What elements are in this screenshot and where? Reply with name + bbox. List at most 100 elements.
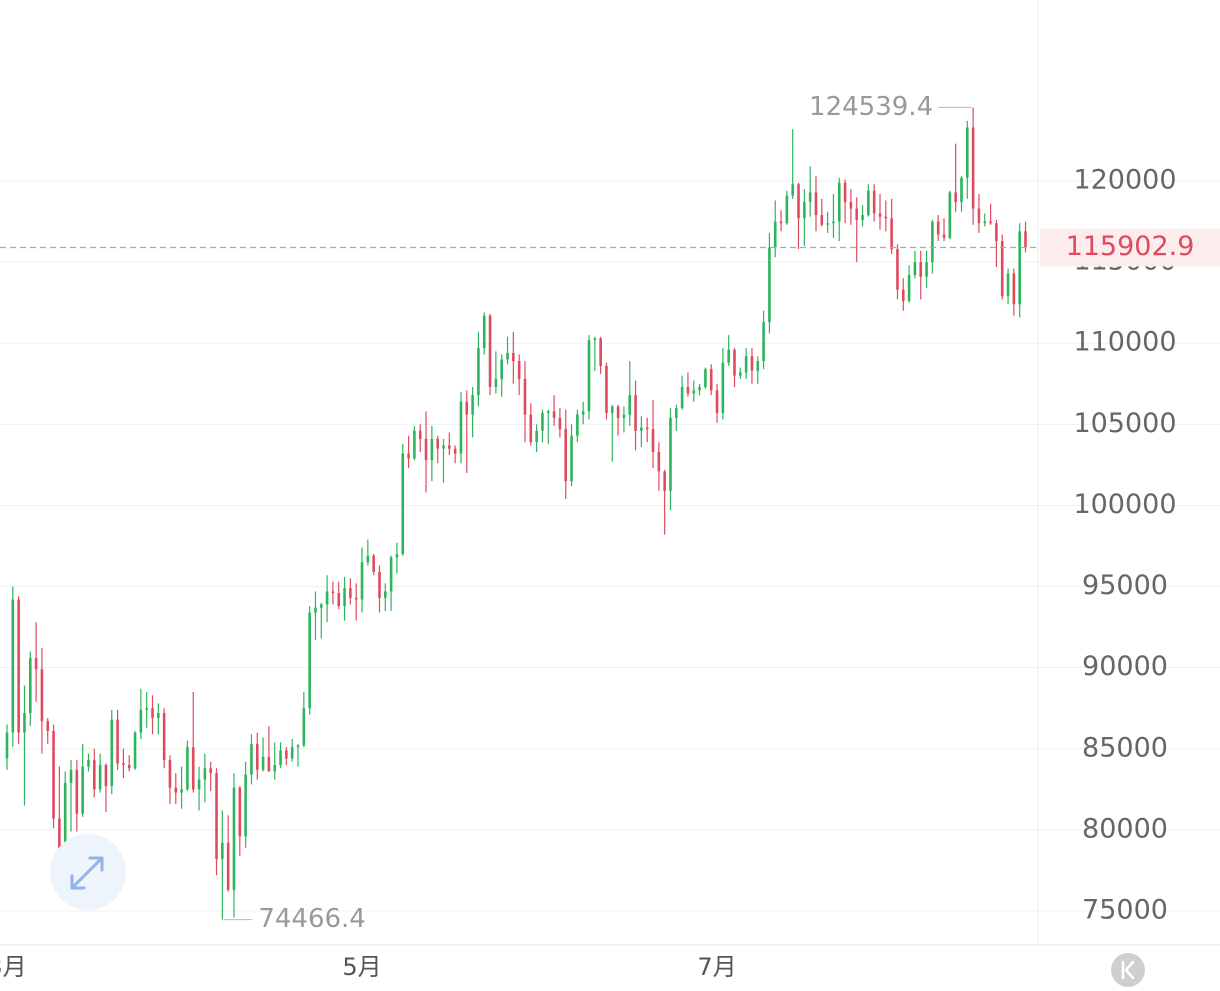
candle-body bbox=[791, 184, 794, 196]
candle-body bbox=[727, 349, 730, 363]
scroll-latest-button[interactable] bbox=[1111, 953, 1145, 987]
y-tick-label: 120000 bbox=[1073, 165, 1176, 196]
candle-body bbox=[808, 192, 812, 203]
candle-body bbox=[570, 435, 573, 482]
scroll-latest-bg[interactable] bbox=[1111, 953, 1145, 987]
y-tick-label: 110000 bbox=[1073, 327, 1176, 358]
candle-body bbox=[686, 387, 690, 394]
x-tick-label: 3月 bbox=[0, 953, 27, 981]
candle-body bbox=[983, 221, 987, 224]
candle-body bbox=[290, 747, 294, 759]
candle-body bbox=[907, 275, 911, 302]
candle-body bbox=[174, 787, 178, 793]
candle-body bbox=[593, 338, 597, 340]
candle-body bbox=[255, 743, 259, 770]
candle-body bbox=[139, 709, 143, 733]
candle-body bbox=[826, 223, 829, 225]
candle-body bbox=[349, 588, 352, 598]
candle-body bbox=[948, 192, 952, 238]
x-tick-label: 7月 bbox=[697, 953, 736, 981]
candle-body bbox=[360, 562, 364, 600]
candle-body bbox=[855, 208, 859, 220]
candle-body bbox=[250, 743, 253, 775]
candle-body bbox=[477, 348, 480, 396]
candle-body bbox=[343, 588, 346, 607]
candle-body bbox=[116, 719, 119, 764]
candle-body bbox=[692, 390, 696, 394]
candle-body bbox=[832, 221, 835, 224]
candle-body bbox=[122, 763, 125, 765]
candle-body bbox=[867, 190, 870, 216]
candle-body bbox=[279, 750, 282, 765]
candle-body bbox=[523, 378, 527, 415]
candle-body bbox=[890, 218, 893, 250]
scroll-latest-icon bbox=[1121, 960, 1135, 980]
candle-body bbox=[384, 591, 387, 598]
candle-body bbox=[971, 127, 975, 209]
candle-body bbox=[564, 429, 568, 482]
candle-body bbox=[191, 747, 195, 790]
candle-body bbox=[215, 773, 218, 860]
candle-body bbox=[709, 369, 713, 391]
candle-body bbox=[395, 554, 399, 558]
candle-body bbox=[733, 349, 736, 376]
candle-body bbox=[1012, 273, 1016, 305]
candle-body bbox=[63, 782, 67, 855]
grid bbox=[0, 180, 1220, 912]
candle-body bbox=[127, 765, 131, 769]
candle-body bbox=[17, 599, 20, 733]
candle-body bbox=[378, 571, 381, 598]
last-price-tag bbox=[1040, 228, 1220, 267]
candle-body bbox=[442, 445, 445, 449]
candle-body bbox=[296, 745, 300, 748]
candle-body bbox=[46, 721, 50, 731]
candle-body bbox=[698, 387, 701, 391]
candle-body bbox=[773, 221, 777, 248]
candle-body bbox=[407, 453, 410, 459]
candle-body bbox=[500, 359, 503, 379]
candle-body bbox=[244, 774, 247, 837]
candle-body bbox=[884, 216, 888, 219]
candle-body bbox=[966, 127, 969, 178]
expand-button[interactable] bbox=[50, 834, 126, 910]
max-label: 124539.4 bbox=[809, 92, 933, 122]
candle-body bbox=[901, 289, 905, 302]
candle-body bbox=[372, 555, 375, 572]
candle-body bbox=[87, 760, 90, 767]
candle-body bbox=[849, 202, 853, 209]
candle-body bbox=[471, 395, 474, 415]
expand-icon bbox=[70, 856, 104, 890]
candle-body bbox=[238, 787, 242, 837]
candle-body bbox=[843, 182, 847, 203]
candle-body bbox=[552, 411, 556, 418]
candle-body bbox=[861, 215, 864, 220]
candle-body bbox=[285, 750, 288, 759]
candle-body bbox=[98, 765, 102, 790]
candle-body bbox=[11, 599, 15, 733]
candle-body bbox=[820, 215, 824, 225]
candle-body bbox=[634, 395, 637, 431]
candle-body bbox=[616, 406, 620, 418]
candle-body bbox=[58, 818, 61, 855]
candle-body bbox=[896, 249, 899, 290]
candle-body bbox=[308, 612, 311, 709]
candle-body bbox=[110, 719, 114, 787]
candle-body bbox=[640, 427, 643, 431]
min-label: 74466.4 bbox=[258, 904, 366, 934]
candle-body bbox=[995, 223, 998, 242]
candle-body bbox=[925, 262, 928, 277]
candle-body bbox=[721, 362, 725, 413]
y-tick-label: 80000 bbox=[1082, 813, 1168, 844]
candle-body bbox=[69, 769, 73, 783]
candle-body bbox=[424, 438, 428, 461]
candle-body bbox=[651, 429, 655, 452]
candle-body bbox=[209, 768, 212, 774]
candle-body bbox=[675, 408, 678, 418]
candle-body bbox=[517, 361, 521, 379]
x-tick-label: 5月 bbox=[342, 953, 381, 981]
candle-body bbox=[302, 708, 306, 746]
candle-body bbox=[803, 202, 806, 219]
candle-body bbox=[488, 315, 492, 388]
candle-body bbox=[93, 760, 96, 790]
